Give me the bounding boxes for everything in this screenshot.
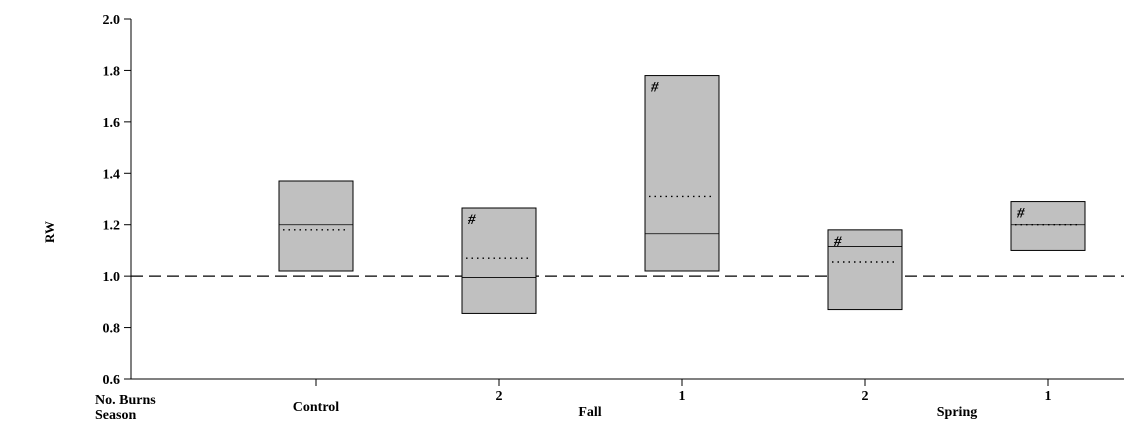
y-tick-label-0: 0.6 — [103, 373, 121, 388]
y-tick-label-6: 1.8 — [103, 64, 121, 79]
box-0 — [278, 180, 354, 272]
burns-label-2: 1 — [679, 389, 686, 404]
burns-label-1: 2 — [496, 389, 503, 404]
burns-label-3: 2 — [862, 389, 869, 404]
box-1 — [461, 207, 537, 314]
box-4 — [1010, 201, 1086, 251]
y-tick-label-5: 1.6 — [103, 116, 121, 131]
row-label-no-burns: No. Burns — [95, 393, 156, 408]
y-axis-label: RW — [42, 221, 57, 243]
burns-label-4: 1 — [1045, 389, 1052, 404]
row-label-season: Season — [95, 408, 136, 421]
y-tick-label-3: 1.2 — [103, 219, 121, 234]
box-marker-3: # — [833, 234, 842, 250]
season-label-1: Fall — [578, 405, 601, 420]
season-label-2: Spring — [937, 405, 977, 420]
season-label-0: Control — [293, 400, 340, 415]
y-tick-label-2: 1.0 — [103, 270, 121, 285]
box-3 — [827, 229, 903, 311]
box-2 — [644, 75, 720, 272]
box-marker-2: # — [650, 80, 659, 96]
y-tick-label-4: 1.4 — [103, 167, 121, 182]
y-tick-label-7: 2.0 — [103, 13, 121, 28]
box-marker-4: # — [1016, 206, 1025, 222]
y-tick-label-1: 0.8 — [103, 322, 121, 337]
box-marker-1: # — [467, 212, 476, 228]
